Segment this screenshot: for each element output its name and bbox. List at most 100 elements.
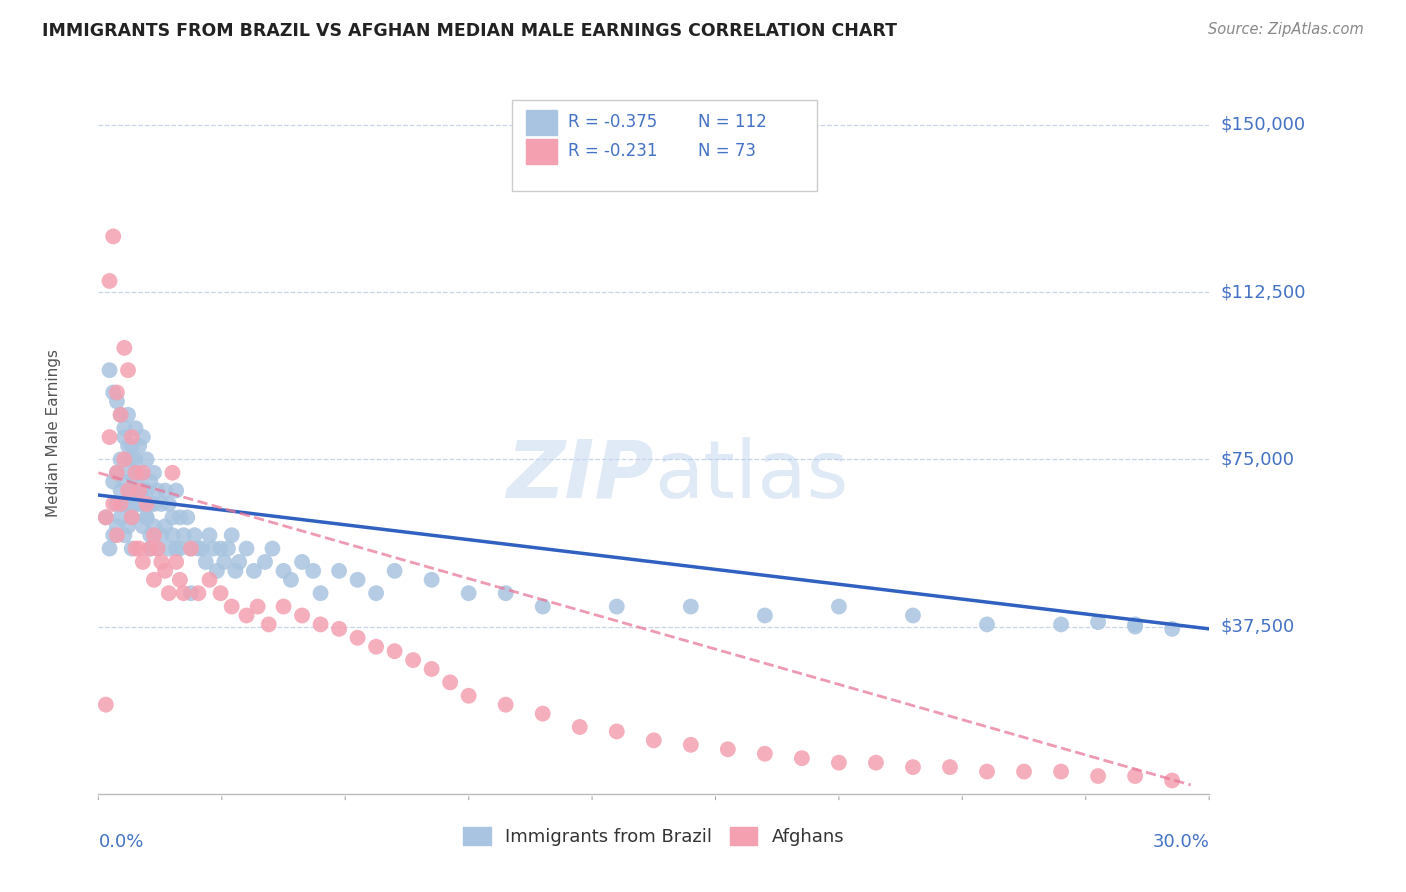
Point	[1087, 769, 1109, 783]
Point	[187, 586, 209, 600]
Point	[198, 528, 221, 542]
Point	[1123, 769, 1146, 783]
Point	[128, 483, 150, 498]
Point	[132, 430, 155, 444]
Point	[221, 599, 243, 614]
Point	[94, 510, 117, 524]
Point	[187, 541, 209, 556]
Point	[128, 466, 150, 480]
Point	[153, 564, 176, 578]
Point	[135, 452, 157, 467]
FancyBboxPatch shape	[512, 100, 817, 191]
Point	[117, 519, 139, 533]
Point	[291, 555, 314, 569]
Point	[117, 497, 139, 511]
Point	[98, 541, 121, 556]
Point	[328, 622, 350, 636]
Point	[173, 528, 195, 542]
Point	[209, 541, 232, 556]
Point	[103, 229, 125, 244]
Point	[280, 573, 302, 587]
Point	[121, 510, 143, 524]
Point	[568, 720, 591, 734]
Point	[262, 541, 284, 556]
Point	[121, 541, 143, 556]
Point	[112, 421, 135, 435]
Point	[173, 586, 195, 600]
Point	[235, 608, 257, 623]
Text: R = -0.375: R = -0.375	[568, 113, 658, 131]
Point	[194, 555, 217, 569]
Point	[139, 475, 162, 489]
Point	[1161, 622, 1184, 636]
Point	[128, 497, 150, 511]
Text: Source: ZipAtlas.com: Source: ZipAtlas.com	[1208, 22, 1364, 37]
Point	[328, 564, 350, 578]
Point	[165, 483, 187, 498]
Point	[209, 586, 232, 600]
Point	[790, 751, 813, 765]
Point	[901, 760, 924, 774]
Text: atlas: atlas	[654, 437, 848, 515]
Point	[150, 497, 173, 511]
Point	[366, 586, 388, 600]
Point	[169, 541, 191, 556]
Point	[110, 510, 132, 524]
Point	[103, 385, 125, 400]
Point	[1123, 617, 1146, 632]
Point	[110, 408, 132, 422]
Point	[132, 519, 155, 533]
Text: $75,000: $75,000	[1220, 450, 1295, 468]
Point	[420, 573, 443, 587]
Point	[346, 573, 368, 587]
Point	[143, 497, 166, 511]
Point	[105, 466, 128, 480]
Point	[180, 541, 202, 556]
Point	[828, 599, 851, 614]
Point	[384, 564, 406, 578]
Point	[124, 452, 146, 467]
Point	[679, 599, 702, 614]
Point	[439, 675, 461, 690]
Point	[457, 586, 479, 600]
Text: Median Male Earnings: Median Male Earnings	[46, 349, 62, 516]
Point	[128, 541, 150, 556]
Point	[132, 483, 155, 498]
Point	[183, 528, 205, 542]
Point	[124, 475, 146, 489]
Point	[105, 394, 128, 409]
Point	[112, 430, 135, 444]
Point	[191, 541, 214, 556]
Point	[162, 528, 184, 542]
Text: 30.0%: 30.0%	[1153, 833, 1209, 851]
Point	[754, 747, 776, 761]
Point	[112, 475, 135, 489]
Point	[169, 510, 191, 524]
Point	[531, 599, 554, 614]
Point	[1050, 617, 1073, 632]
Point	[143, 519, 166, 533]
Point	[124, 421, 146, 435]
Point	[124, 466, 146, 480]
Point	[139, 541, 162, 556]
Point	[132, 466, 155, 480]
Point	[128, 483, 150, 498]
Point	[146, 541, 169, 556]
Point	[273, 599, 295, 614]
Point	[110, 408, 132, 422]
Point	[606, 599, 628, 614]
Point	[105, 528, 128, 542]
Point	[135, 483, 157, 498]
Point	[291, 608, 314, 623]
Point	[153, 519, 176, 533]
Point	[105, 497, 128, 511]
Point	[214, 555, 236, 569]
Text: ZIP: ZIP	[506, 437, 654, 515]
Point	[495, 698, 517, 712]
Point	[117, 439, 139, 453]
Point	[346, 631, 368, 645]
Point	[124, 497, 146, 511]
Point	[1012, 764, 1035, 779]
Point	[98, 274, 121, 288]
Point	[143, 528, 166, 542]
